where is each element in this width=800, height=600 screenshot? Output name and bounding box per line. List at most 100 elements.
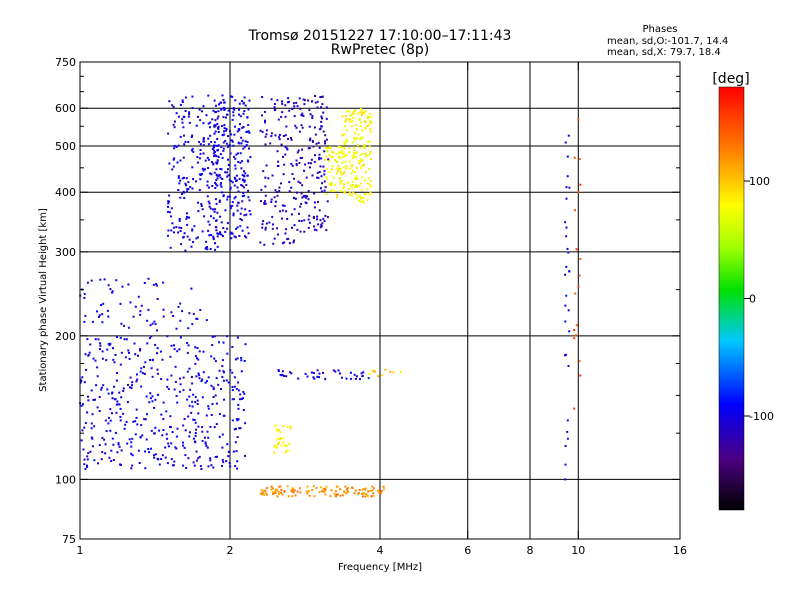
data-point (160, 413, 163, 416)
data-point (90, 436, 93, 439)
data-point (294, 494, 297, 497)
data-point (297, 377, 300, 380)
data-point (91, 413, 94, 416)
data-point (353, 155, 355, 158)
data-point (270, 198, 273, 201)
data-point (242, 192, 245, 194)
data-point (137, 449, 140, 452)
cluster-10 (368, 368, 402, 378)
data-point (112, 358, 115, 361)
data-point (567, 309, 570, 312)
data-point (213, 335, 216, 338)
data-point (154, 398, 157, 401)
data-point (242, 112, 245, 115)
data-point (324, 142, 326, 145)
data-point (270, 98, 273, 101)
data-point (96, 375, 99, 378)
data-point (231, 386, 234, 388)
data-point (353, 149, 356, 152)
data-point (212, 396, 215, 398)
data-point (98, 444, 101, 447)
data-point (194, 362, 197, 365)
data-point (315, 487, 318, 489)
data-point (274, 488, 277, 491)
data-point (353, 492, 356, 495)
data-point (292, 241, 295, 244)
data-point (107, 284, 110, 287)
data-point (577, 191, 580, 193)
data-point (170, 207, 173, 210)
data-point (146, 319, 149, 322)
data-point (343, 191, 346, 194)
data-point (313, 495, 316, 498)
data-point (193, 464, 196, 467)
data-point (220, 221, 223, 224)
data-point (175, 226, 178, 229)
data-point (242, 409, 245, 411)
data-point (212, 235, 215, 238)
data-point (109, 419, 112, 422)
data-point (278, 133, 281, 136)
data-point (231, 346, 234, 348)
data-point (334, 490, 337, 492)
data-point (215, 161, 218, 164)
data-point (215, 423, 218, 426)
data-point (307, 490, 310, 493)
data-point (363, 492, 365, 494)
data-point (139, 370, 142, 373)
data-point (318, 372, 321, 375)
data-point (220, 185, 223, 188)
data-point (209, 126, 211, 129)
data-point (330, 150, 333, 153)
data-point (172, 123, 175, 126)
data-point (295, 191, 298, 194)
data-point (228, 462, 231, 465)
data-point (327, 158, 330, 161)
data-point (331, 165, 334, 168)
data-point (272, 223, 274, 226)
data-point (578, 360, 581, 363)
data-point (284, 153, 287, 156)
data-point (217, 127, 219, 130)
data-point (83, 381, 86, 384)
data-point (335, 167, 338, 170)
data-point (230, 237, 233, 240)
data-point (279, 430, 282, 433)
data-point (112, 459, 115, 461)
data-point (217, 144, 220, 147)
data-point (360, 136, 363, 139)
data-point (271, 487, 274, 490)
data-point (201, 230, 204, 233)
data-point (96, 406, 99, 409)
data-point (226, 352, 229, 355)
data-point (276, 150, 279, 153)
data-point (275, 191, 278, 194)
data-point (135, 380, 138, 383)
data-point (212, 466, 215, 469)
data-point (86, 281, 89, 284)
data-point (207, 229, 210, 232)
data-point (261, 226, 264, 229)
data-point (322, 490, 325, 493)
data-point (286, 425, 289, 428)
data-point (290, 489, 293, 492)
data-point (366, 182, 369, 185)
data-point (159, 350, 162, 353)
data-point (174, 380, 177, 383)
data-point (373, 370, 376, 373)
data-point (293, 208, 296, 211)
data-point (111, 397, 114, 400)
data-point (176, 401, 179, 404)
data-point (182, 156, 185, 159)
data-point (200, 468, 203, 470)
data-point (312, 217, 315, 219)
data-point (308, 147, 311, 149)
data-point (214, 187, 217, 189)
data-point (178, 182, 181, 185)
data-point (202, 350, 205, 353)
data-point (202, 105, 205, 108)
data-point (80, 380, 83, 382)
data-point (286, 485, 289, 488)
data-point (310, 162, 312, 165)
data-point (368, 145, 371, 148)
